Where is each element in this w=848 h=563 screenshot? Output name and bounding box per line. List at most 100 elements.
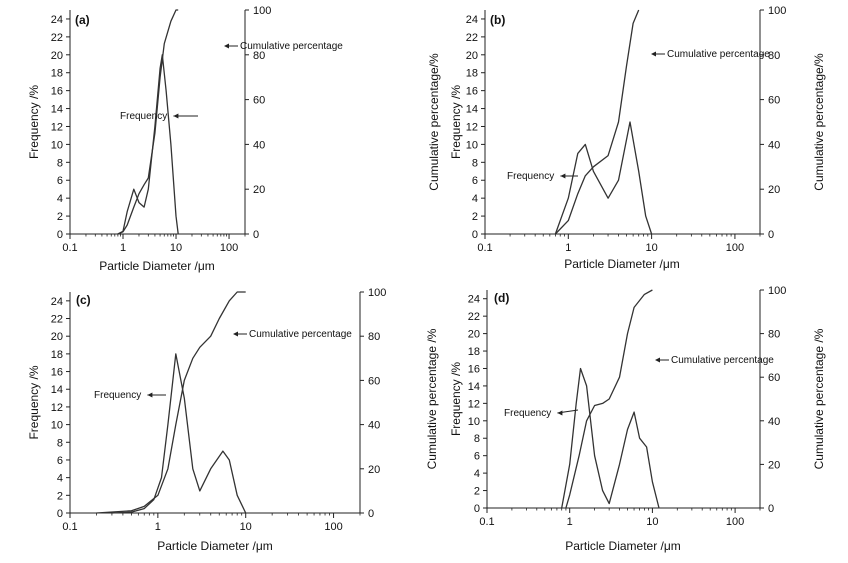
cumulative-annotation: Cumulative percentage (667, 49, 770, 60)
panel-label: (d) (494, 291, 509, 305)
x-tick-label: 1 (155, 521, 161, 533)
y-left-tick-label: 2 (474, 486, 480, 498)
y-left-tick-label: 20 (51, 50, 63, 62)
y-left-axis-title: Frequency /% (449, 362, 463, 436)
panel-label: (c) (76, 293, 91, 307)
y-left-axis-title: Frequency /% (27, 365, 41, 439)
y-left-tick-label: 16 (466, 86, 478, 98)
y-right-tick-label: 80 (768, 50, 780, 62)
chart-panel-4: 0.1 1 10 1000246810121416182022240204060801… (425, 285, 826, 553)
x-tick-label: 10 (240, 521, 252, 533)
y-left-tick-label: 4 (472, 193, 478, 205)
y-right-tick-label: 40 (768, 416, 780, 428)
frequency-line (117, 54, 179, 235)
y-left-tick-label: 8 (474, 433, 480, 445)
y-right-tick-label: 60 (768, 95, 780, 107)
y-right-tick-label: 20 (768, 184, 780, 196)
y-left-tick-label: 2 (57, 490, 63, 502)
y-right-tick-label: 0 (768, 229, 774, 241)
y-left-tick-label: 0 (472, 229, 478, 241)
y-right-tick-label: 60 (253, 95, 265, 107)
x-tick-label: 1 (120, 242, 126, 254)
frequency-arrowhead (147, 392, 153, 398)
y-left-tick-label: 2 (472, 211, 478, 223)
y-left-tick-label: 8 (472, 157, 478, 169)
cumulative-line (554, 9, 640, 235)
y-right-tick-label: 60 (768, 372, 780, 384)
cumulative-arrowhead (655, 357, 660, 363)
y-left-tick-label: 24 (51, 14, 63, 26)
frequency-arrowhead (560, 173, 566, 179)
y-left-tick-label: 14 (51, 384, 63, 396)
cumulative-line (565, 289, 653, 509)
x-tick-label: 10 (645, 242, 657, 254)
y-left-tick-label: 0 (474, 503, 480, 515)
y-right-tick-label: 100 (253, 5, 271, 17)
frequency-line (554, 121, 653, 235)
x-tick-label: 10 (170, 242, 182, 254)
x-tick-label: 0.1 (62, 242, 77, 254)
frequency-arrowhead (173, 113, 179, 119)
panel-label: (a) (75, 13, 90, 27)
y-outer-axis-title: Cumulative percentage /% (812, 328, 826, 469)
y-left-tick-label: 16 (51, 367, 63, 379)
y-left-tick-label: 0 (57, 229, 63, 241)
y-left-tick-label: 12 (468, 398, 480, 410)
y-right-tick-label: 40 (768, 139, 780, 151)
x-tick-label: 100 (726, 516, 744, 528)
y-left-tick-label: 12 (466, 121, 478, 133)
cumulative-arrowhead (224, 43, 229, 49)
y-left-tick-label: 10 (466, 139, 478, 151)
cumulative-arrowhead (233, 331, 238, 337)
y-right-tick-label: 80 (253, 50, 265, 62)
y-right-tick-label: 100 (768, 5, 786, 17)
y-left-tick-label: 18 (51, 68, 63, 80)
x-axis-title: Particle Diameter /μm (157, 539, 273, 553)
y-left-tick-label: 8 (57, 437, 63, 449)
y-left-tick-label: 2 (57, 211, 63, 223)
x-tick-label: 1 (567, 516, 573, 528)
cumulative-line (117, 9, 179, 235)
y-left-tick-label: 8 (57, 157, 63, 169)
y-right-tick-label: 40 (368, 420, 380, 432)
y-right-tick-label: 20 (768, 459, 780, 471)
y-left-tick-label: 24 (468, 294, 480, 306)
y-outer-axis-title: Cumulative percentage/% (812, 53, 826, 191)
y-left-tick-label: 20 (466, 50, 478, 62)
y-right-tick-label: 80 (768, 329, 780, 341)
x-tick-label: 0.1 (62, 521, 77, 533)
y-left-tick-label: 22 (51, 314, 63, 326)
frequency-arrowhead (557, 410, 563, 416)
y-right-tick-label: 80 (368, 331, 380, 343)
chart-panel-3: 0.1 1 10 1000246810121416182022240204060801… (27, 287, 386, 553)
y-left-tick-label: 18 (51, 349, 63, 361)
x-axis-title: Particle Diameter /μm (99, 259, 215, 273)
y-left-tick-label: 24 (466, 14, 478, 26)
x-axis-title: Particle Diameter /μm (565, 539, 681, 553)
y-right-tick-label: 60 (368, 375, 380, 387)
x-tick-label: 0.1 (479, 516, 494, 528)
x-tick-label: 100 (726, 242, 744, 254)
y-left-tick-label: 16 (468, 363, 480, 375)
x-tick-label: 1 (565, 242, 571, 254)
y-left-tick-label: 10 (51, 139, 63, 151)
cumulative-annotation: Cumulative percentage (249, 329, 352, 340)
y-left-tick-label: 6 (474, 451, 480, 463)
frequency-annotation: Frequency (120, 111, 167, 122)
y-left-tick-label: 20 (468, 329, 480, 341)
x-tick-label: 100 (324, 521, 342, 533)
y-left-tick-label: 6 (57, 455, 63, 467)
chart-panel-1: 0.1 1 10 1000246810121416182022240204060801… (27, 5, 343, 273)
cumulative-annotation: Cumulative percentage (240, 41, 343, 52)
y-left-tick-label: 12 (51, 121, 63, 133)
y-left-tick-label: 14 (51, 104, 63, 116)
x-tick-label: 10 (646, 516, 658, 528)
y-left-tick-label: 10 (51, 420, 63, 432)
y-left-tick-label: 18 (468, 346, 480, 358)
frequency-annotation: Frequency (94, 390, 141, 401)
y-left-tick-label: 22 (466, 32, 478, 44)
x-tick-label: 0.1 (477, 242, 492, 254)
y-left-axis-title: Frequency /% (27, 85, 41, 159)
y-right-tick-label: 40 (253, 139, 265, 151)
